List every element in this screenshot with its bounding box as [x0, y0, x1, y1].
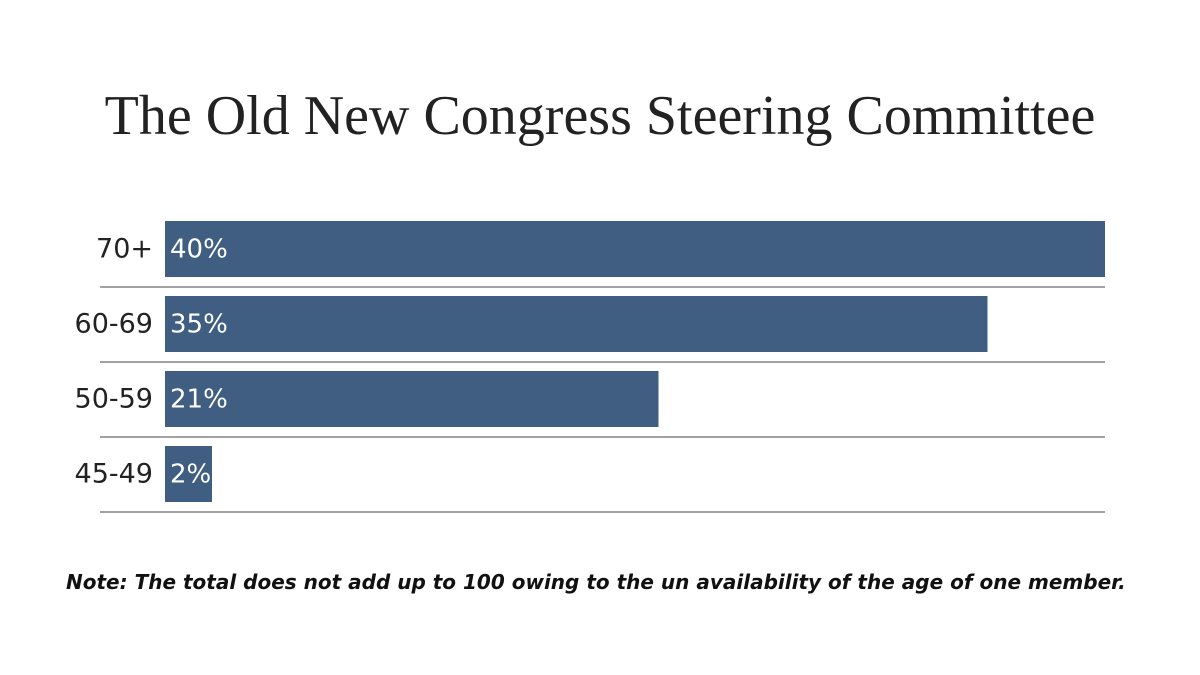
- value-label: 21%: [170, 385, 228, 415]
- chart-note: Note: The total does not add up to 100 o…: [66, 570, 1126, 594]
- value-label: 35%: [170, 310, 228, 340]
- category-label: 70+: [96, 234, 153, 265]
- category-label: 60-69: [75, 309, 153, 340]
- value-label: 2%: [170, 460, 211, 490]
- category-label: 45-49: [75, 459, 153, 490]
- bar: [165, 221, 1105, 277]
- bar: [165, 371, 659, 427]
- bar: [165, 296, 988, 352]
- bar: [165, 446, 212, 502]
- chart-title: The Old New Congress Steering Committee: [105, 85, 1096, 147]
- category-label: 50-59: [75, 384, 153, 415]
- value-label: 40%: [170, 235, 228, 265]
